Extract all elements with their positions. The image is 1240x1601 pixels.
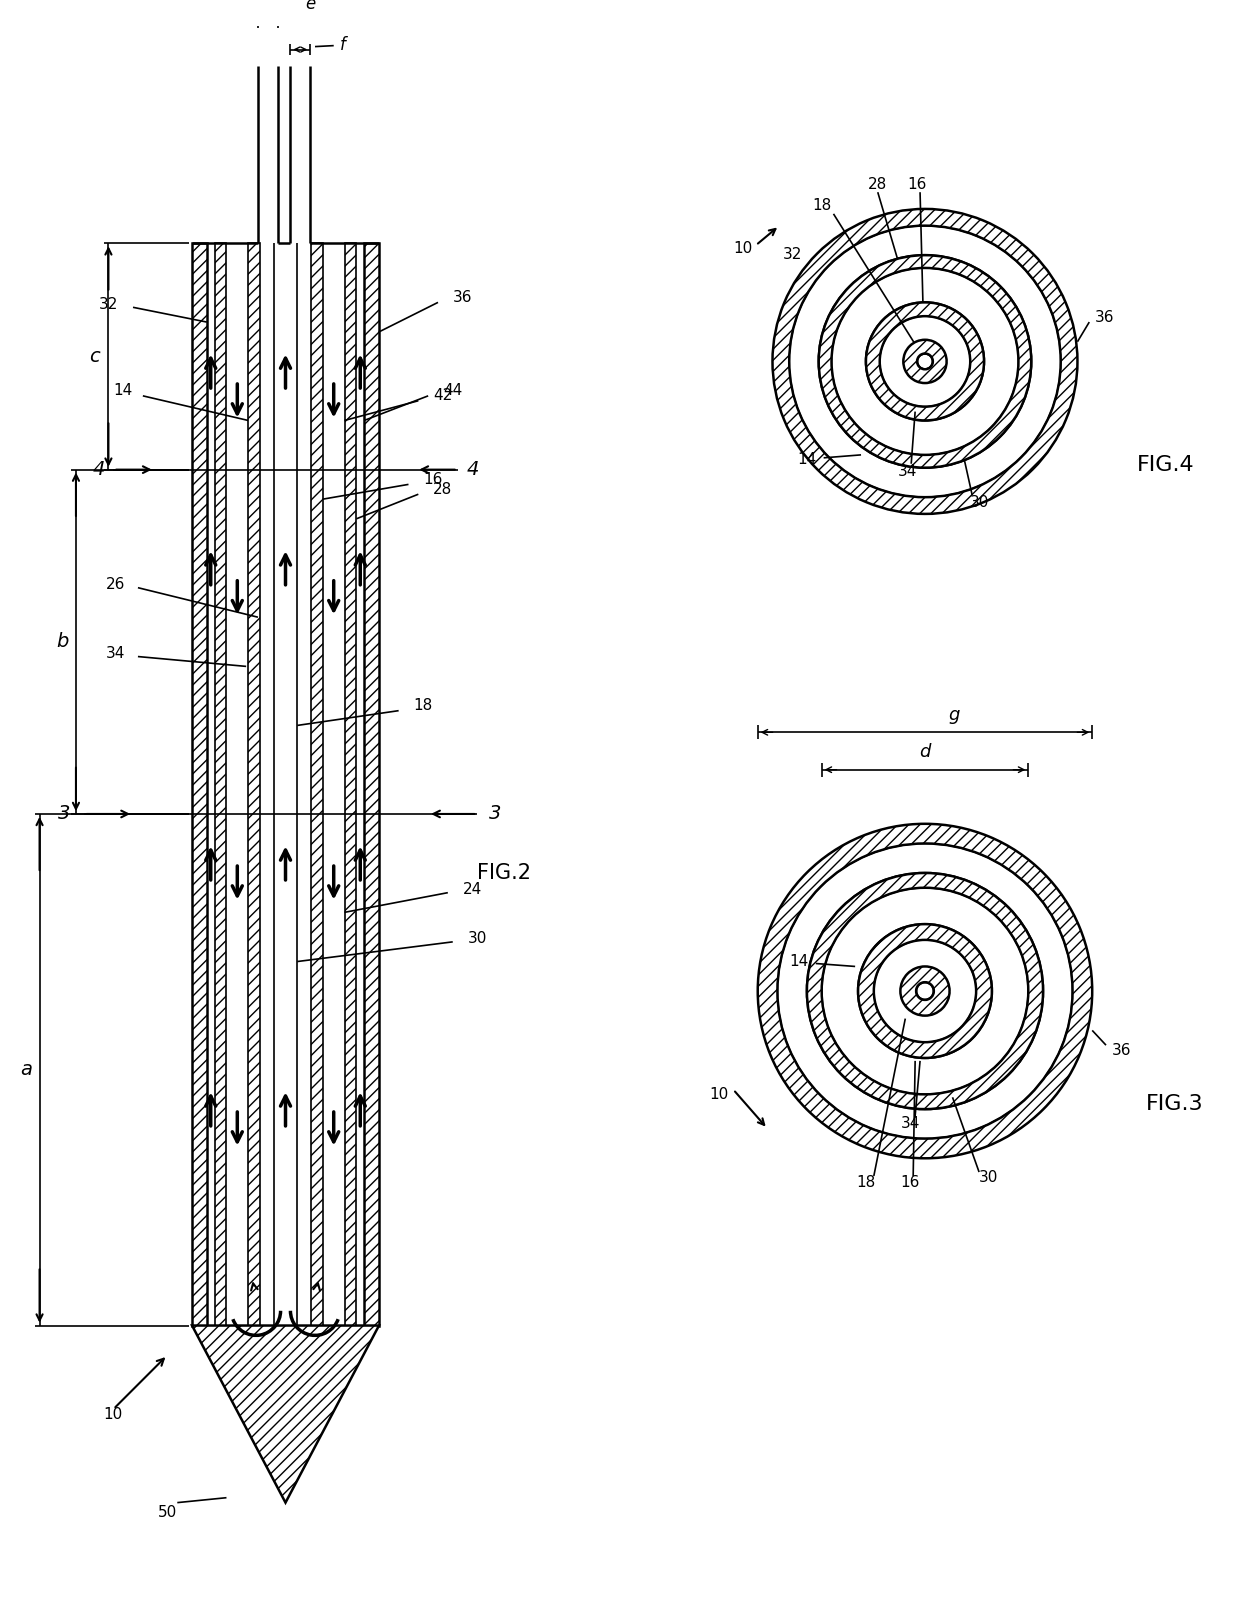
- Polygon shape: [215, 243, 227, 1326]
- Text: 50: 50: [157, 1505, 177, 1519]
- Text: 36: 36: [1112, 1042, 1131, 1058]
- Wedge shape: [807, 873, 1043, 1109]
- Wedge shape: [773, 208, 1078, 514]
- Text: 16: 16: [908, 176, 926, 192]
- Polygon shape: [192, 243, 207, 1326]
- Text: a: a: [20, 1060, 32, 1079]
- Wedge shape: [858, 924, 992, 1058]
- Text: 42: 42: [433, 389, 453, 403]
- Text: 16: 16: [900, 1175, 920, 1191]
- Text: 36: 36: [1095, 309, 1115, 325]
- Text: 30: 30: [467, 932, 487, 946]
- Text: 4: 4: [466, 459, 479, 479]
- Text: 28: 28: [433, 482, 453, 496]
- Text: c: c: [89, 347, 100, 367]
- Text: f: f: [340, 35, 346, 53]
- Text: b: b: [56, 632, 68, 652]
- Text: FIG.2: FIG.2: [477, 863, 532, 884]
- Text: 10: 10: [734, 240, 753, 256]
- Polygon shape: [365, 243, 379, 1326]
- Text: 34: 34: [105, 647, 125, 661]
- Wedge shape: [900, 967, 950, 1015]
- Text: 32: 32: [782, 248, 802, 263]
- Text: 14: 14: [114, 383, 133, 399]
- Text: d: d: [919, 743, 931, 760]
- Text: 10: 10: [103, 1407, 123, 1422]
- Polygon shape: [345, 243, 356, 1326]
- Text: g: g: [949, 706, 960, 724]
- Text: 34: 34: [900, 1116, 920, 1132]
- Text: e: e: [305, 0, 315, 13]
- Wedge shape: [903, 339, 946, 383]
- Text: 26: 26: [105, 578, 125, 592]
- Text: 10: 10: [709, 1087, 728, 1101]
- Polygon shape: [192, 1326, 379, 1503]
- Text: 24: 24: [463, 882, 482, 897]
- Wedge shape: [866, 303, 985, 421]
- Text: 16: 16: [423, 472, 443, 487]
- Text: 30: 30: [980, 1170, 998, 1185]
- Wedge shape: [818, 255, 1032, 467]
- Text: 32: 32: [99, 296, 118, 312]
- Text: 4: 4: [93, 459, 104, 479]
- Text: 34: 34: [898, 464, 916, 479]
- Text: 30: 30: [970, 495, 988, 509]
- Text: 36: 36: [453, 290, 472, 304]
- Text: 3: 3: [489, 804, 501, 823]
- Polygon shape: [311, 243, 322, 1326]
- Polygon shape: [248, 243, 260, 1326]
- Text: 18: 18: [812, 199, 831, 213]
- Wedge shape: [758, 825, 1092, 1158]
- Text: FIG.3: FIG.3: [1146, 1093, 1204, 1114]
- Text: 14: 14: [797, 453, 817, 467]
- Text: 28: 28: [868, 176, 888, 192]
- Text: 18: 18: [413, 698, 433, 712]
- Text: 44: 44: [443, 383, 463, 399]
- Text: FIG.4: FIG.4: [1137, 455, 1194, 475]
- Text: 14: 14: [790, 954, 808, 969]
- Text: 3: 3: [58, 804, 71, 823]
- Text: 18: 18: [857, 1175, 875, 1191]
